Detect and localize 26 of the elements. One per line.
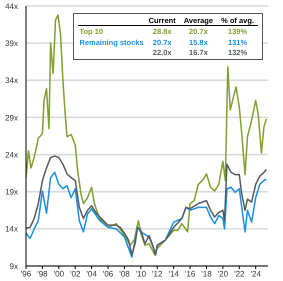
x-tick-label: '98 bbox=[37, 270, 48, 279]
y-tick-label: 44x bbox=[5, 2, 18, 11]
x-tick-label: '08 bbox=[119, 270, 130, 279]
x-tick-label: '24 bbox=[250, 270, 262, 279]
x-tick-label: '20 bbox=[218, 270, 229, 279]
y-tick-label: 39x bbox=[5, 38, 18, 48]
y-tick-label: 9x bbox=[10, 262, 18, 271]
x-tick-label: '16 bbox=[184, 270, 196, 279]
y-tick-label: 29x bbox=[5, 113, 18, 122]
x-tick-label: '00 bbox=[54, 270, 65, 279]
y-tick-label: 24x bbox=[5, 150, 18, 160]
x-tick-label: '96 bbox=[20, 270, 32, 279]
x-tick-label: '22 bbox=[234, 270, 246, 279]
x-tick-label: '14 bbox=[168, 270, 180, 279]
x-tick-label: '12 bbox=[152, 270, 164, 279]
x-tick-label: '04 bbox=[86, 270, 98, 279]
line-series bbox=[26, 172, 268, 258]
y-tick-label: 14x bbox=[5, 224, 18, 234]
y-tick-label: 19x bbox=[5, 188, 18, 197]
line-series bbox=[26, 14, 268, 256]
x-tick-label: '18 bbox=[201, 270, 212, 279]
x-tick-label: '10 bbox=[136, 270, 147, 279]
x-tick-label: '06 bbox=[102, 270, 114, 279]
y-tick-label: 34x bbox=[5, 76, 18, 86]
x-tick-label: '02 bbox=[70, 270, 81, 279]
line-series bbox=[26, 155, 268, 256]
